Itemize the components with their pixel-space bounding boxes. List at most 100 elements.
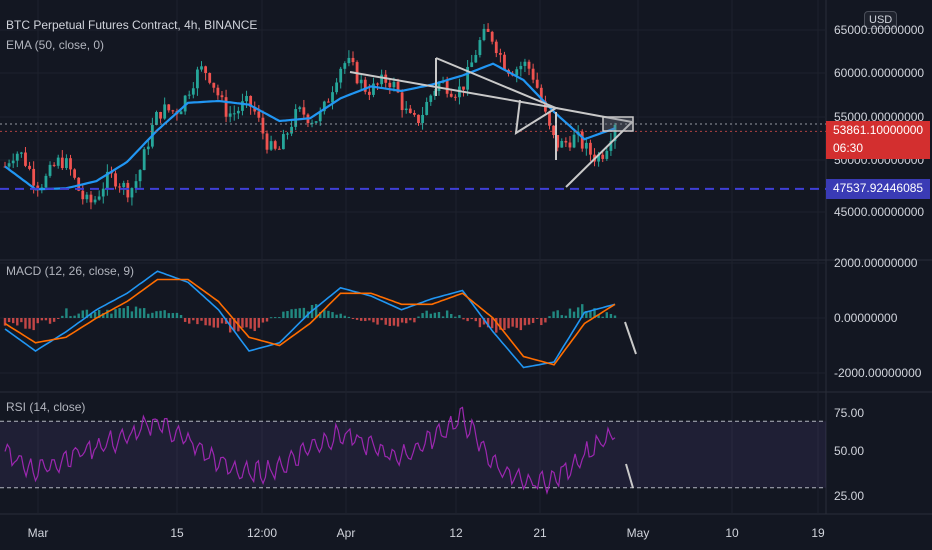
macd-histogram-bar	[220, 318, 224, 324]
candle-body	[261, 117, 265, 134]
candle-body	[265, 133, 269, 150]
trend-line	[435, 57, 557, 109]
candle-body	[580, 131, 584, 149]
macd-histogram-bar	[269, 317, 273, 319]
x-tick: May	[626, 526, 650, 540]
macd-histogram-bar	[11, 318, 15, 324]
macd-histogram-bar	[40, 318, 44, 321]
macd-histogram-bar	[527, 318, 531, 325]
macd-histogram-bar	[560, 315, 563, 318]
candle-body	[187, 94, 191, 96]
rsi-legend[interactable]: RSI (14, close)	[6, 400, 86, 414]
macd-histogram-bar	[421, 313, 424, 318]
rsi-tick: 50.00	[834, 444, 865, 458]
candle-body	[56, 157, 60, 166]
candle-body	[269, 141, 273, 150]
macd-histogram-bar	[384, 318, 387, 325]
candle-body	[314, 121, 318, 123]
rsi-tick: 75.00	[834, 406, 865, 420]
candle-body	[60, 157, 64, 169]
candle-body	[224, 97, 228, 117]
macd-histogram-bar	[204, 318, 207, 326]
macd-histogram-bar	[212, 318, 215, 328]
candle-body	[134, 181, 138, 189]
x-tick: 10	[725, 526, 739, 540]
macd-histogram-bar	[441, 316, 445, 318]
macd-histogram-bar	[126, 306, 130, 318]
candle-body	[241, 101, 244, 111]
candle-body	[486, 28, 490, 32]
macd-histogram-bar	[380, 318, 383, 321]
consolidation-box	[602, 116, 634, 132]
currency-button[interactable]: USD	[864, 11, 898, 29]
macd-histogram-bar	[57, 318, 60, 319]
candle-body	[372, 83, 375, 95]
macd-histogram-bar	[347, 316, 351, 318]
candle-body	[232, 113, 236, 115]
macd-histogram-bar	[503, 318, 506, 331]
candle-body	[69, 158, 72, 170]
macd-histogram-bar	[405, 318, 408, 324]
macd-histogram-bar	[605, 312, 609, 318]
macd-histogram-bar	[196, 318, 199, 325]
x-tick: Mar	[27, 526, 49, 540]
macd-histogram-bar	[138, 308, 142, 318]
candle-body	[605, 150, 609, 159]
candle-body	[7, 163, 11, 167]
macd-histogram-bar	[540, 318, 543, 326]
macd-arrow-drawing	[624, 321, 637, 355]
candle-body	[36, 185, 40, 189]
macd-histogram-bar	[368, 318, 371, 321]
candle-body	[503, 54, 506, 70]
macd-histogram-bar	[572, 311, 576, 318]
macd-histogram-bar	[302, 307, 306, 318]
candle-body	[367, 91, 371, 95]
macd-histogram-bar	[564, 315, 568, 318]
macd-legend[interactable]: MACD (12, 26, close, 9)	[6, 264, 135, 278]
macd-histogram-bar	[359, 318, 363, 321]
macd-histogram-bar	[609, 313, 613, 318]
macd-histogram-bar	[552, 311, 555, 318]
macd-histogram-bar	[392, 318, 396, 326]
x-tick: 12	[449, 526, 463, 540]
candle-body	[470, 62, 474, 67]
current-price-tag: 53861.10000000 06:30	[826, 121, 930, 159]
macd-histogram-bar	[216, 318, 220, 328]
candle-body	[89, 194, 93, 203]
candle-body	[339, 68, 343, 83]
candle-body	[146, 146, 150, 150]
candle-body	[236, 110, 240, 114]
price-tick: 55000.00000000	[834, 110, 925, 124]
candle-body	[101, 188, 105, 197]
macd-histogram-bar	[400, 318, 404, 323]
candle-body	[183, 95, 187, 112]
rsi-line	[4, 406, 616, 496]
candle-body	[376, 83, 379, 85]
macd-histogram-bar	[437, 312, 441, 318]
candle-body	[519, 65, 523, 70]
macd-histogram-bar	[429, 313, 432, 318]
candle-body	[433, 90, 437, 96]
macd-histogram-bar	[466, 318, 469, 322]
candle-body	[294, 109, 298, 127]
macd-histogram-bar	[179, 314, 183, 318]
candle-body	[167, 104, 171, 111]
candle-body	[155, 112, 158, 125]
candle-body	[302, 107, 306, 115]
candle-body	[584, 142, 588, 149]
macd-histogram-bar	[188, 318, 191, 324]
macd-line	[4, 270, 616, 369]
ema-legend[interactable]: EMA (50, close, 0)	[6, 38, 105, 52]
x-tick: 21	[533, 526, 547, 540]
x-tick: Apr	[336, 526, 356, 540]
macd-histogram-bar	[495, 318, 498, 333]
candle-body	[556, 135, 560, 148]
candle-body	[212, 82, 216, 88]
macd-histogram-bar	[290, 309, 293, 318]
macd-histogram-bar	[327, 310, 330, 318]
candle-body	[589, 142, 592, 155]
macd-histogram-bar	[470, 318, 473, 320]
candle-body	[535, 79, 539, 88]
rsi-tick: 25.00	[834, 489, 865, 503]
